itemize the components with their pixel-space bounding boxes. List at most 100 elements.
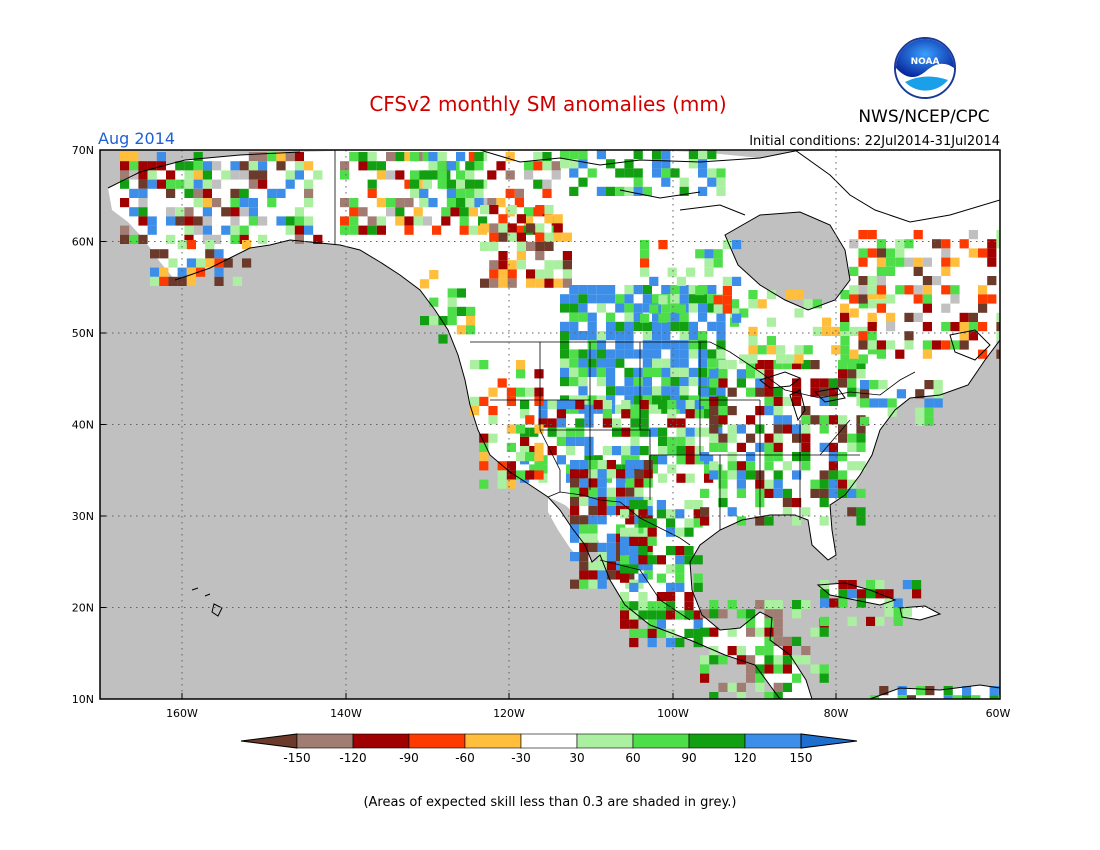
anomaly-cell: [474, 198, 484, 208]
anomaly-cell: [129, 161, 139, 171]
anomaly-cell: [588, 561, 598, 571]
anomaly-cell: [276, 152, 286, 162]
anomaly-cell: [707, 386, 717, 396]
anomaly-cell: [718, 655, 728, 665]
legend-tick-label: 30: [569, 751, 584, 765]
anomaly-cell: [313, 234, 323, 244]
anomaly-cell: [685, 436, 695, 446]
anomaly-cell: [666, 601, 676, 611]
anomaly-cell: [560, 303, 570, 313]
anomaly-cell: [615, 404, 625, 414]
anomaly-cell: [922, 294, 932, 304]
anomaly-cell: [447, 316, 457, 326]
legend-tick-label: -90: [399, 751, 419, 765]
anomaly-cell: [159, 276, 169, 286]
anomaly-cell: [615, 321, 625, 331]
anomaly-cell: [606, 533, 616, 543]
anomaly-cell: [652, 367, 662, 377]
anomaly-cell: [450, 207, 460, 217]
anomaly-cell: [230, 188, 240, 198]
anomaly-cell: [616, 496, 626, 506]
anomaly-cell: [569, 150, 579, 160]
anomaly-cell: [932, 239, 942, 249]
anomaly-cell: [616, 469, 626, 479]
anomaly-cell: [138, 170, 148, 180]
anomaly-cell: [221, 225, 231, 235]
anomaly-cell: [661, 285, 671, 295]
anomaly-cell: [606, 349, 616, 359]
anomaly-cell: [718, 442, 728, 452]
anomaly-cell: [718, 682, 728, 692]
anomaly-cell: [886, 248, 896, 258]
anomaly-cell: [736, 461, 746, 471]
anomaly-cell: [544, 232, 554, 242]
anomaly-cell: [489, 232, 499, 242]
anomaly-cell: [547, 418, 557, 428]
anomaly-cell: [184, 207, 194, 217]
anomaly-cell: [867, 322, 877, 332]
anomaly-cell: [294, 161, 304, 171]
anomaly-cell: [810, 664, 820, 674]
anomaly-cell: [709, 442, 719, 452]
anomaly-cell: [810, 360, 820, 370]
anomaly-cell: [506, 396, 516, 406]
anomaly-cell: [782, 498, 792, 508]
anomaly-cell: [727, 682, 737, 692]
anomaly-cell: [570, 496, 580, 506]
anomaly-cell: [858, 340, 868, 350]
legend-bin: [632, 733, 690, 749]
anomaly-cell: [479, 360, 489, 370]
anomaly-cell: [869, 380, 879, 390]
anomaly-cell: [520, 436, 530, 446]
anomaly-cell: [685, 473, 695, 483]
anomaly-cell: [465, 161, 475, 171]
anomaly-cell: [606, 331, 616, 341]
anomaly-cell: [877, 290, 887, 300]
anomaly-cell: [652, 340, 662, 350]
anomaly-cell: [534, 396, 544, 406]
anomaly-cell: [629, 527, 639, 537]
anomaly-cell: [542, 179, 552, 189]
anomaly-cell: [700, 396, 710, 406]
anomaly-cell: [709, 692, 719, 699]
anomaly-cell: [542, 188, 552, 198]
anomaly-cell: [544, 260, 554, 270]
anomaly-cell: [792, 655, 802, 665]
anomaly-cell: [840, 354, 850, 364]
anomaly-cell: [159, 249, 169, 259]
anomaly-cell: [886, 340, 896, 350]
anomaly-cell: [551, 161, 561, 171]
anomaly-cell: [685, 409, 695, 419]
anomaly-cell: [675, 546, 685, 556]
anomaly-cell: [707, 168, 717, 178]
anomaly-cell: [847, 507, 857, 517]
anomaly-cell: [670, 294, 680, 304]
anomaly-cell: [886, 322, 896, 332]
anomaly-cell: [588, 487, 598, 497]
anomaly-cell: [422, 179, 432, 189]
anomaly-cell: [630, 446, 640, 456]
anomaly-cell: [876, 285, 886, 295]
anomaly-cell: [150, 276, 160, 286]
anomaly-cell: [709, 461, 719, 471]
anomaly-cell: [748, 290, 758, 300]
anomaly-cell: [868, 290, 878, 300]
anomaly-cell: [782, 636, 792, 646]
anomaly-cell: [535, 232, 545, 242]
anomaly-cell: [647, 555, 657, 565]
anomaly-cell: [819, 424, 829, 434]
legend-tick-label: 120: [734, 751, 757, 765]
anomaly-cell: [642, 377, 652, 387]
anomaly-cell: [987, 294, 997, 304]
anomaly-cell: [652, 395, 662, 405]
lat-tick-label: 70N: [72, 144, 94, 157]
anomaly-cell: [675, 564, 685, 574]
anomaly-cell: [849, 354, 859, 364]
anomaly-cell: [285, 216, 295, 226]
anomaly-cell: [676, 455, 686, 465]
anomaly-cell: [633, 395, 643, 405]
anomaly-cell: [684, 555, 694, 565]
anomaly-cell: [642, 303, 652, 313]
anomaly-cell: [838, 470, 848, 480]
anomaly-cell: [579, 515, 589, 525]
